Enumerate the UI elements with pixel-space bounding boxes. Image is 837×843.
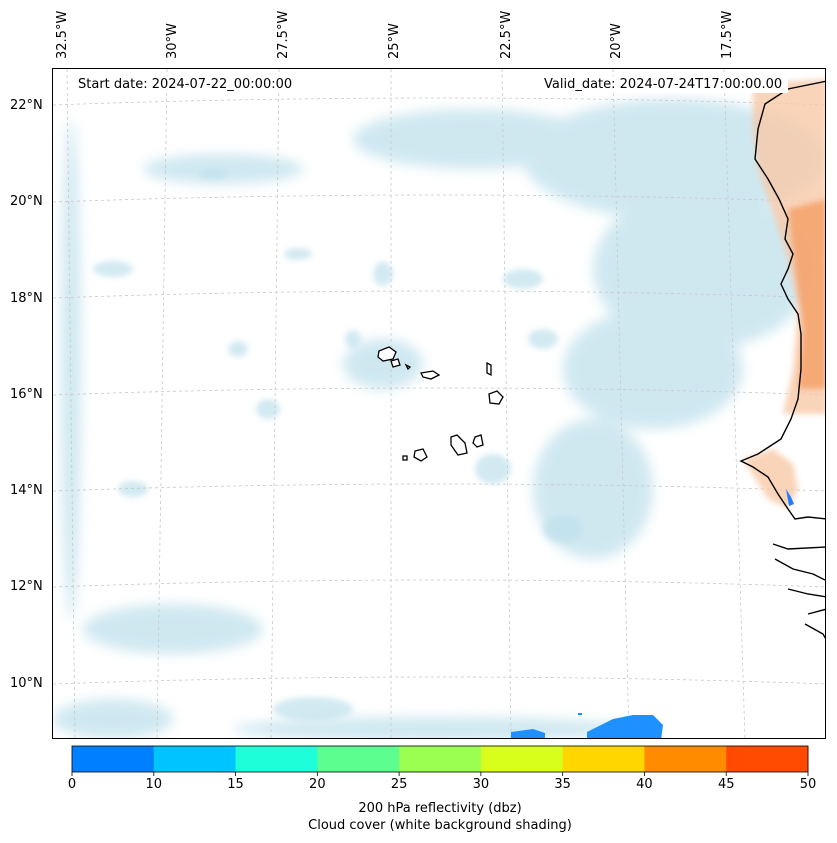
reflectivity-bottom — [511, 713, 663, 738]
colorbar-segment — [644, 746, 727, 772]
colorbar-segment — [726, 746, 809, 772]
lat-label: 14°N — [10, 483, 43, 498]
colorbar-tick-label: 45 — [718, 777, 735, 790]
colorbar-tick-label: 10 — [146, 777, 163, 790]
lat-label: 20°N — [10, 194, 43, 209]
lon-label: 25°W — [387, 23, 402, 59]
colorbar-tick-label: 50 — [800, 777, 817, 790]
lat-label: 10°N — [10, 676, 43, 691]
colorbar-tick-label: 35 — [554, 777, 571, 790]
lat-label: 18°N — [10, 291, 43, 306]
colorbar-svg: 0 10 15 20 25 30 35 40 45 50 — [68, 745, 817, 790]
cloud-cover-shading — [53, 99, 823, 738]
lat-label: 16°N — [10, 387, 43, 402]
map-panel — [52, 68, 826, 739]
lon-label: 32.5°W — [55, 10, 70, 59]
colorbar-border — [71, 745, 809, 773]
start-date-label: Start date: 2024-07-22_00:00:00 — [72, 76, 299, 93]
map-canvas — [53, 69, 825, 738]
lon-label: 17.5°W — [720, 10, 735, 59]
lat-label: 22°N — [10, 98, 43, 113]
lon-label: 30°W — [165, 23, 180, 59]
colorbar-tick-label: 25 — [391, 777, 408, 790]
colorbar-tick-label: 0 — [68, 777, 76, 790]
colorbar-segment — [480, 746, 564, 772]
colorbar-segment — [235, 746, 318, 772]
lon-label: 27.5°W — [276, 10, 291, 59]
colorbar-segment — [153, 746, 237, 772]
colorbar-tick-label: 40 — [636, 777, 653, 790]
colorbar-segment — [317, 746, 400, 772]
colorbar-segment — [562, 746, 645, 772]
lat-label: 12°N — [10, 579, 43, 594]
cape-verde-islands — [377, 346, 504, 462]
colorbar-sublabel: Cloud cover (white background shading) — [308, 818, 572, 833]
colorbar-tick-label: 20 — [309, 777, 326, 790]
lon-label: 22.5°W — [499, 10, 514, 59]
graticule — [53, 69, 825, 738]
colorbar-segment — [72, 746, 155, 772]
cloud-cover-specks — [93, 169, 583, 721]
colorbar-tick-label: 30 — [473, 777, 490, 790]
colorbar-label: 200 hPa reflectivity (dbz) — [358, 801, 522, 816]
valid-date-label: Valid_date: 2024-07-24T17:00:00.00 — [538, 76, 789, 93]
colorbar-segment — [399, 746, 482, 772]
river-inlet — [786, 489, 794, 506]
coastline — [739, 80, 825, 639]
colorbar-tick-label: 15 — [227, 777, 244, 790]
lon-label: 20°W — [609, 23, 624, 59]
